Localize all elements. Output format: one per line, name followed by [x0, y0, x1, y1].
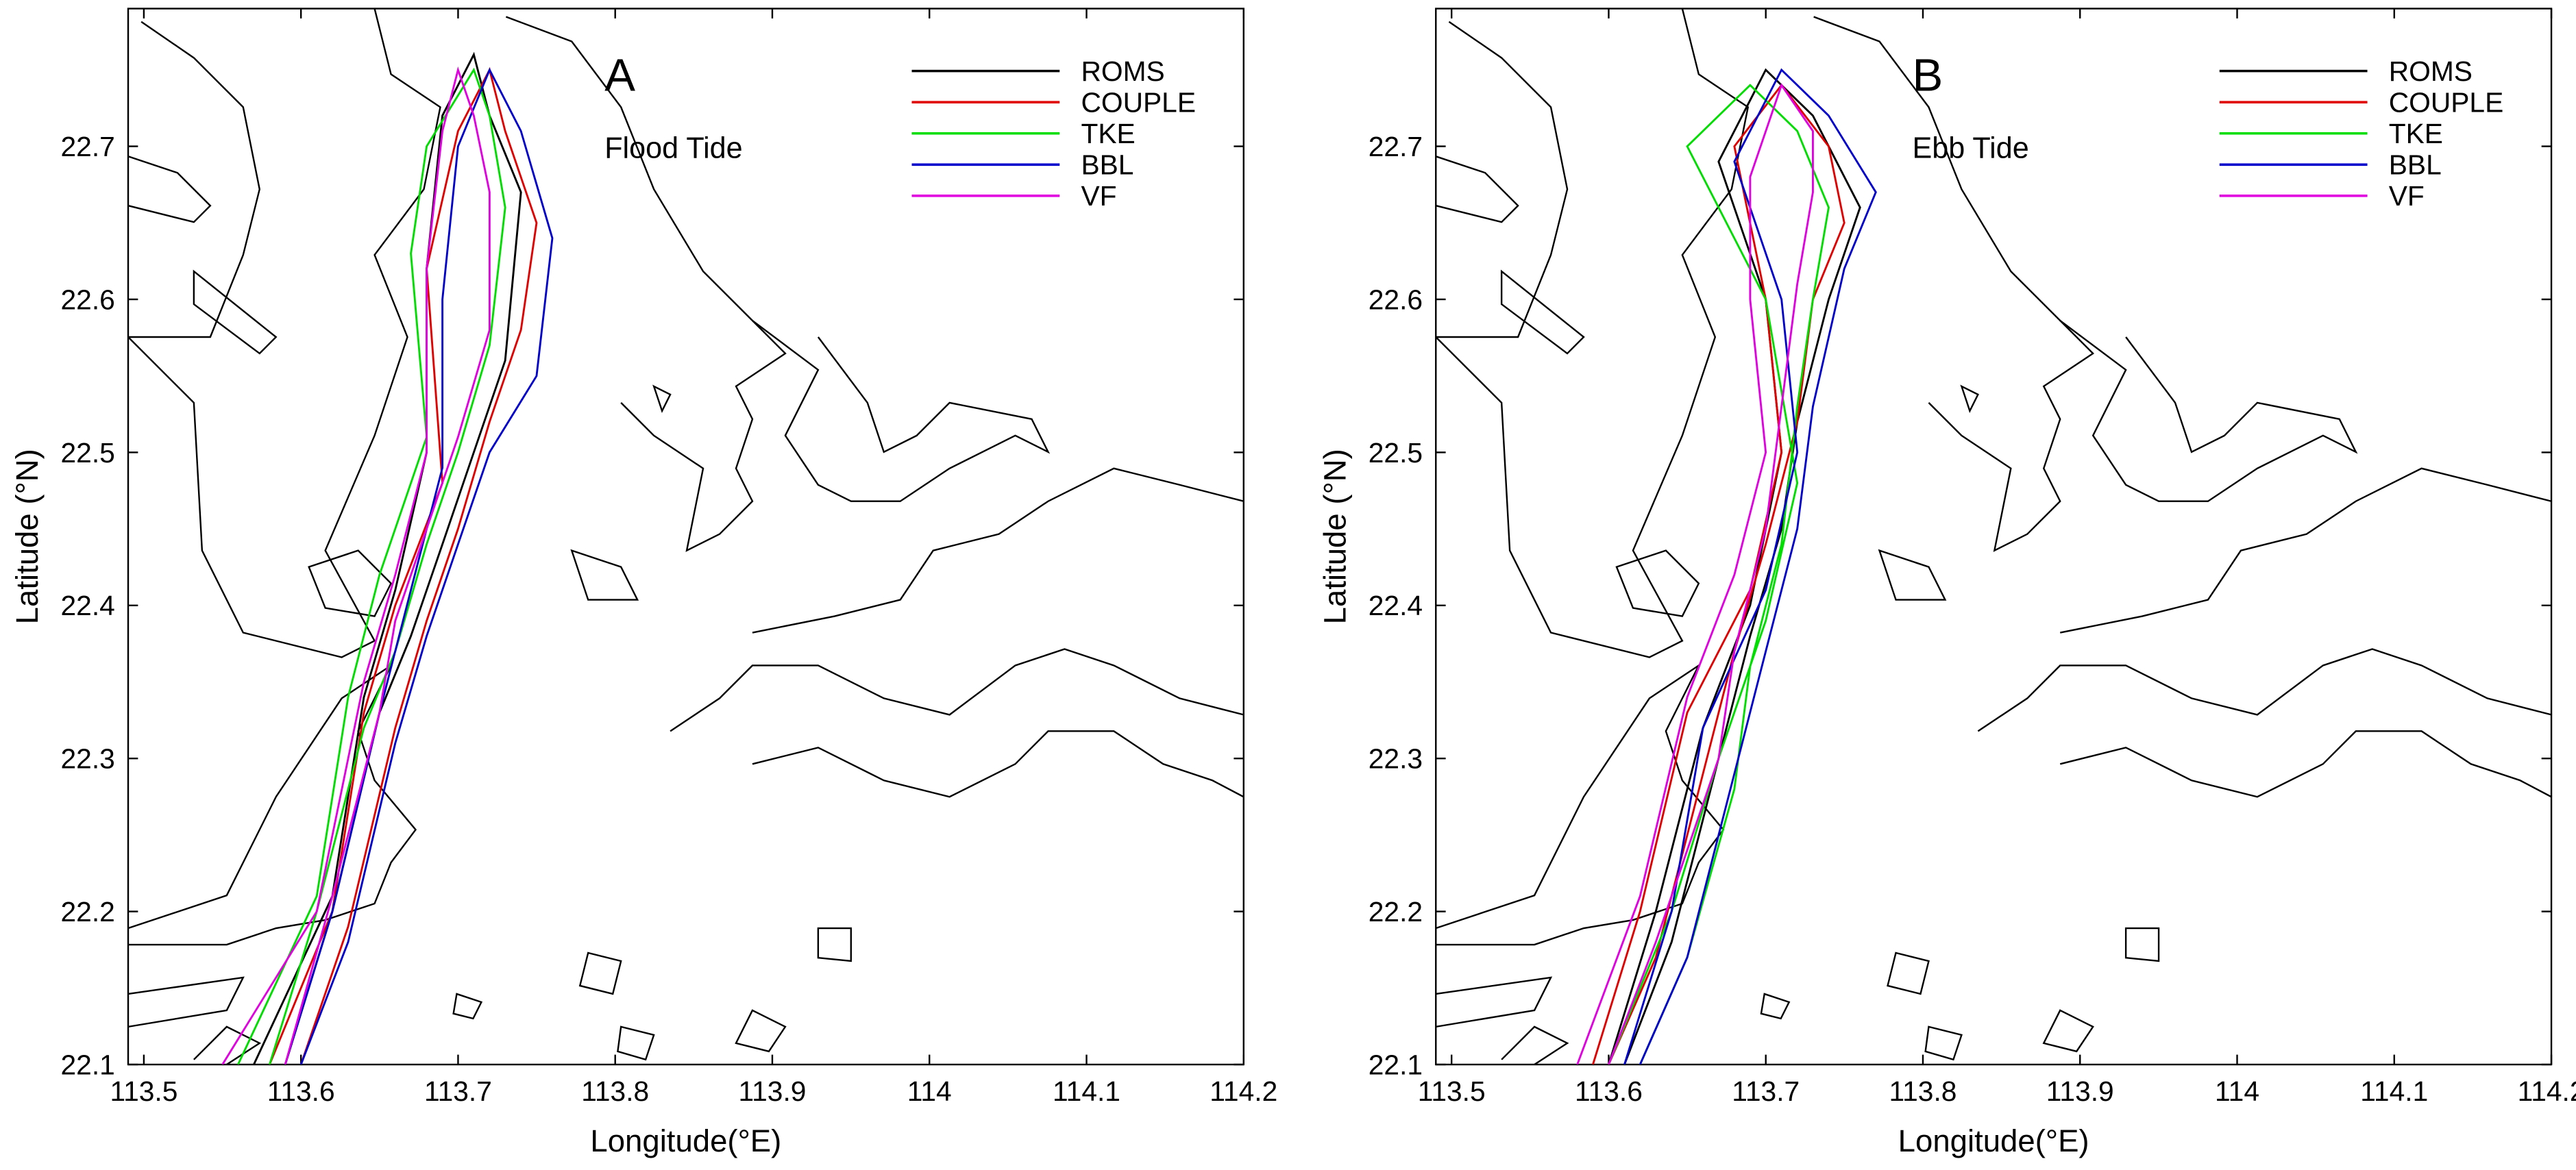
series-line: [1576, 83, 1814, 1065]
legend-label: TKE: [1081, 118, 1135, 149]
x-tick-label: 113.8: [1889, 1075, 1957, 1107]
y-tick-label: 22.5: [60, 437, 114, 469]
coastline: [1436, 8, 2552, 1065]
contour-line: [269, 66, 538, 1065]
panel-label: A: [604, 49, 635, 101]
contour-line: [1608, 68, 1861, 1065]
x-tick-label: 114.1: [1053, 1075, 1120, 1107]
y-tick-label: 22.5: [1369, 437, 1423, 469]
contour-line: [1592, 83, 1845, 1065]
y-tick-label: 22.4: [60, 590, 114, 621]
y-tick-label: 22.1: [1369, 1049, 1423, 1080]
series-line: [253, 51, 522, 1065]
series-line: [237, 67, 506, 1065]
y-tick-label: 22.2: [1369, 896, 1423, 928]
y-tick-label: 22.7: [1369, 131, 1423, 162]
y-tick-label: 22.6: [60, 284, 114, 315]
series-line: [221, 66, 491, 1065]
x-tick-label: 113.9: [2046, 1075, 2114, 1107]
y-tick-label: 22.7: [60, 131, 114, 162]
y-tick-label: 22.6: [1369, 284, 1423, 315]
x-tick-label: 114.2: [1210, 1075, 1277, 1107]
series-line: [1608, 84, 1830, 1065]
legend-label: BBL: [1081, 149, 1133, 181]
x-tick-label: 113.8: [581, 1075, 649, 1107]
annotation: Flood Tide: [604, 132, 742, 165]
y-tick-label: 22.4: [1369, 590, 1423, 621]
x-tick-label: 114.1: [2360, 1075, 2428, 1107]
y-tick-label: 22.2: [60, 896, 114, 928]
x-tick-label: 113.9: [739, 1075, 807, 1107]
coastline: [127, 8, 1244, 1065]
legend-label: VF: [2389, 180, 2425, 212]
series-line: [1623, 68, 1877, 1065]
x-tick-label: 113.7: [424, 1075, 492, 1107]
y-tick-label: 22.3: [60, 743, 114, 775]
x-axis-label: Longitude(°E): [1898, 1123, 2089, 1158]
series-line: [284, 67, 554, 1065]
legend-label: ROMS: [2389, 55, 2473, 87]
legend-label: TKE: [2389, 118, 2443, 149]
x-tick-label: 113.5: [110, 1075, 177, 1107]
x-tick-label: 114: [2215, 1075, 2259, 1107]
series-line: [269, 66, 538, 1065]
contour-line: [237, 67, 506, 1065]
legend-label: COUPLE: [1081, 87, 1196, 119]
axes-box: [127, 8, 1244, 1066]
x-tick-label: 114: [907, 1075, 952, 1107]
series-line: [1608, 68, 1861, 1065]
annotation: Ebb Tide: [1912, 132, 2028, 165]
x-tick-label: 113.6: [267, 1075, 335, 1107]
x-axis-label: Longitude(°E): [590, 1123, 781, 1158]
panel-label: B: [1912, 49, 1943, 101]
y-axis-label: Latitude (°N): [1317, 449, 1352, 624]
contour-line: [1608, 84, 1830, 1065]
series-line: [1592, 83, 1845, 1065]
legend-label: ROMS: [1081, 55, 1164, 87]
contour-line: [284, 67, 554, 1065]
legend-label: VF: [1081, 180, 1116, 212]
y-tick-label: 22.1: [60, 1049, 114, 1080]
x-tick-label: 113.6: [1575, 1075, 1643, 1107]
contour-line: [221, 66, 491, 1065]
x-tick-label: 114.2: [2518, 1075, 2576, 1107]
contour-line: [253, 51, 522, 1065]
x-tick-label: 113.7: [1732, 1075, 1800, 1107]
x-tick-label: 113.5: [1418, 1075, 1486, 1107]
contour-line: [1623, 68, 1877, 1065]
y-tick-label: 22.3: [1369, 743, 1423, 775]
axes-box: [1435, 8, 2553, 1066]
legend-label: COUPLE: [2389, 87, 2504, 119]
y-axis-label: Latitude (°N): [10, 449, 45, 624]
contour-line: [1576, 83, 1814, 1065]
legend-label: BBL: [2389, 149, 2442, 181]
